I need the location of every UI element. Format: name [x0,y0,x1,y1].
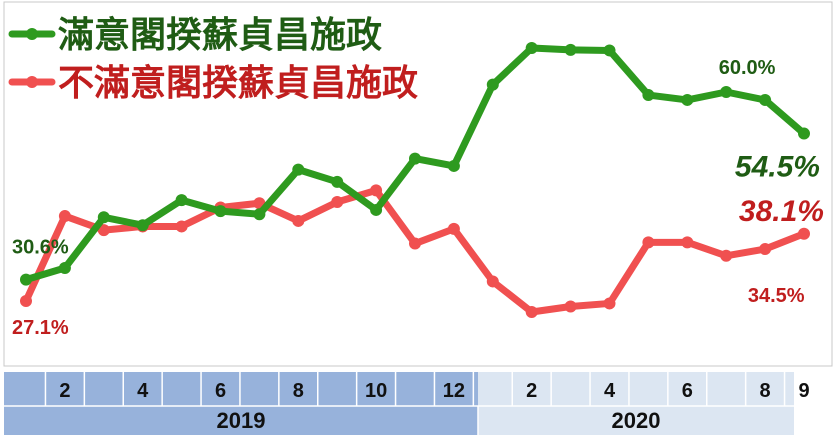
x-tick-label: 8 [293,380,304,402]
data-point [175,194,188,207]
data-point [97,211,110,224]
data-point [681,93,694,106]
axis-year-band-2019 [4,406,478,435]
x-tick-label: 9 [798,380,809,402]
data-point [214,205,227,218]
data-point [798,227,810,240]
x-tick-label: 2 [59,380,70,402]
x-tick-label: 6 [682,380,693,402]
data-label: 60.0% [719,57,776,79]
data-point [409,152,421,165]
axis-year-band-2020 [478,406,794,435]
data-point [331,196,344,208]
data-label: 34.5% [748,285,805,307]
data-label: 27.1% [12,317,69,339]
year-label-2019: 2019 [217,408,266,433]
x-tick-label: 4 [604,380,616,402]
data-point [253,208,266,221]
plot-frame [3,1,833,367]
x-tick-label: 12 [443,380,465,402]
data-point [58,262,71,274]
data-label: 30.6% [12,237,69,259]
data-point [20,295,32,307]
data-point [603,297,616,310]
series-layer [20,42,810,318]
data-label-layer: 30.6% 27.1% 60.0% 54.5% 38.1% 34.5% [12,57,824,339]
data-point [370,203,383,216]
data-point [292,214,305,227]
year-label-2020: 2020 [612,408,661,433]
axis-month-band-2019 [4,372,478,406]
data-label: 38.1% [739,195,824,228]
tick-layer: 2 4 6 8 10 12 2 4 6 8 9 [4,372,810,435]
data-point [642,89,655,102]
x-axis: 2 4 6 8 10 12 2 4 6 8 9 2019 2020 [4,372,810,435]
data-point [525,42,538,54]
data-point [447,222,460,235]
data-point [564,300,577,313]
data-point [798,127,810,140]
data-point [681,236,694,249]
legend-label-dissatisfied: 不滿意閣揆蘇貞昌施政 [58,63,418,104]
x-tick-label: 10 [365,380,387,402]
data-point [20,273,32,286]
data-point [759,93,772,106]
x-tick-label: 6 [215,380,226,402]
data-point [409,237,421,250]
data-point [720,86,733,98]
data-point [564,43,577,56]
data-point [175,220,188,233]
x-tick-label: 8 [760,380,771,402]
data-point [292,163,305,176]
data-point [447,159,460,172]
data-point [486,275,499,288]
x-tick-label: 4 [137,380,149,402]
data-point [331,175,344,188]
axis-month-band-2020 [478,372,794,406]
data-point [370,184,383,197]
data-point [486,78,499,91]
data-point [759,243,772,256]
data-point [642,236,655,249]
data-label: 54.5% [735,151,820,184]
data-point [525,306,538,318]
x-tick-label: 2 [526,380,537,402]
legend-entry-dissatisfied: 不滿意閣揆蘇貞昌施政 [8,63,418,104]
legend-entry-satisfied: 滿意閣揆蘇貞昌施政 [8,15,382,56]
legend-marker-dissatisfied [26,76,38,88]
data-point [720,249,733,262]
data-point [58,210,71,223]
data-point [97,224,110,237]
legend-label-satisfied: 滿意閣揆蘇貞昌施政 [58,15,382,56]
data-point [603,44,616,57]
legend: 滿意閣揆蘇貞昌施政 不滿意閣揆蘇貞昌施政 [8,15,418,104]
legend-marker-satisfied [26,28,38,40]
data-point [136,219,149,232]
